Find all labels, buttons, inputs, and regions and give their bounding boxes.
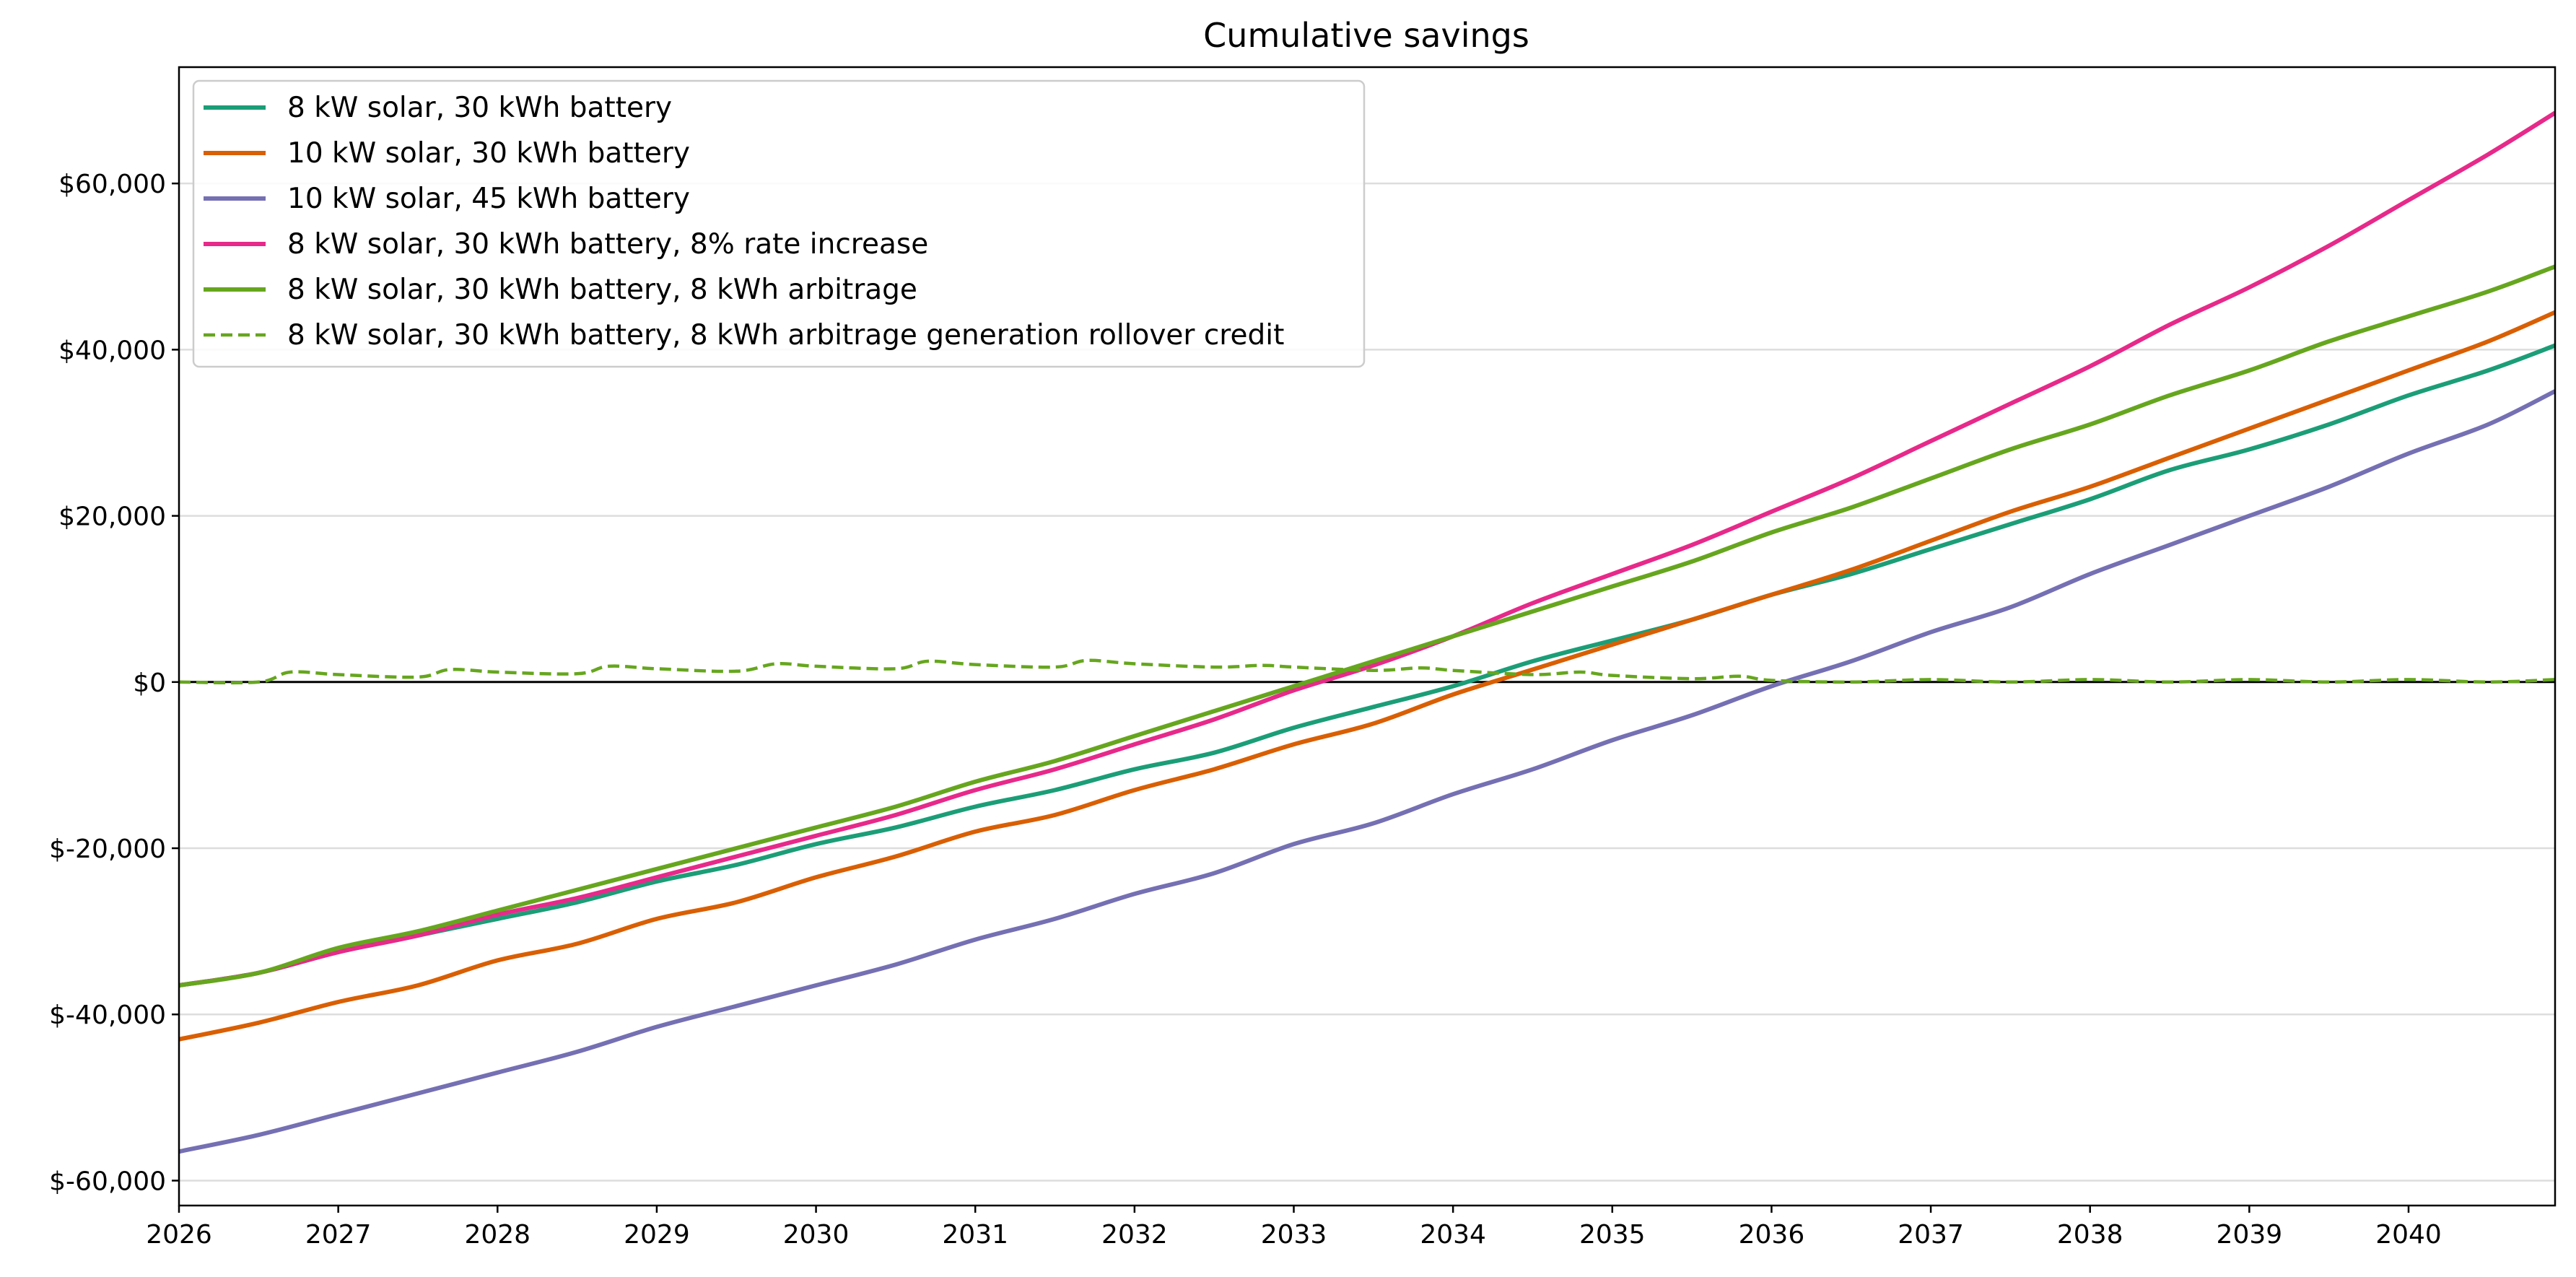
series-line-1 xyxy=(179,343,2555,988)
legend-label: 8 kW solar, 30 kWh battery xyxy=(287,92,672,124)
y-tick-label: $40,000 xyxy=(58,336,166,365)
legend-label: 10 kW solar, 30 kWh battery xyxy=(287,137,690,170)
x-tick-label: 2033 xyxy=(1261,1220,1327,1250)
x-axis: 2026 2027 2028 2029 2030 2031 2032 2033 2034 2035… xyxy=(146,1206,2442,1250)
y-tick-label: $-40,000 xyxy=(49,1001,166,1030)
legend-label: 8 kW solar, 30 kWh battery, 8% rate incr… xyxy=(287,228,928,261)
x-tick-label: 2026 xyxy=(146,1220,212,1250)
x-tick-label: 2031 xyxy=(942,1220,1008,1250)
series-line-3 xyxy=(179,389,2555,1154)
series-line-4 xyxy=(179,110,2555,988)
y-axis: $-60,000 $-40,000 $-20,000 $0 $20,000 $40,000… xyxy=(49,170,179,1196)
chart-title: Cumulative savings xyxy=(1203,16,1529,55)
x-tick-label: 2038 xyxy=(2057,1220,2123,1250)
x-tick-label: 2035 xyxy=(1579,1220,1646,1250)
y-tick-label: $-20,000 xyxy=(49,834,166,864)
y-tick-label: $20,000 xyxy=(58,502,166,532)
y-tick-label: $60,000 xyxy=(58,170,166,199)
series-line-2 xyxy=(179,310,2555,1042)
legend-box xyxy=(192,79,1366,368)
legend-label: 8 kW solar, 30 kWh battery, 8 kWh arbitr… xyxy=(287,274,917,306)
legend: 8 kW solar, 30 kWh battery 10 kW solar, 3… xyxy=(192,79,1366,368)
x-tick-label: 2032 xyxy=(1101,1220,1168,1250)
plot-frame xyxy=(178,66,2557,1207)
x-tick-label: 2040 xyxy=(2375,1220,2442,1250)
y-tick-label: $0 xyxy=(133,668,166,698)
x-tick-label: 2034 xyxy=(1420,1220,1486,1250)
x-tick-label: 2036 xyxy=(1739,1220,1805,1250)
series-line-5 xyxy=(179,264,2555,988)
legend-label: 8 kW solar, 30 kWh battery, 8 kWh arbitr… xyxy=(287,319,1284,352)
series-group xyxy=(179,110,2555,1154)
legend-label: 10 kW solar, 45 kWh battery xyxy=(287,183,690,215)
x-tick-label: 2029 xyxy=(624,1220,690,1250)
x-tick-label: 2030 xyxy=(783,1220,850,1250)
x-tick-label: 2039 xyxy=(2217,1220,2283,1250)
x-tick-label: 2037 xyxy=(1898,1220,1964,1250)
series-line-6 xyxy=(179,658,2555,685)
x-tick-label: 2027 xyxy=(305,1220,372,1250)
y-tick-label: $-60,000 xyxy=(49,1167,166,1196)
x-tick-label: 2028 xyxy=(464,1220,531,1250)
